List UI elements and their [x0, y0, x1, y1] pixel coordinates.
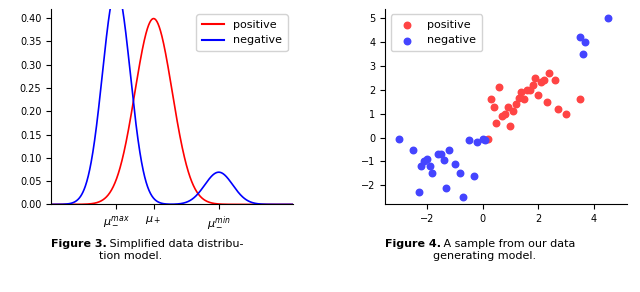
Legend: positive, negative: positive, negative — [196, 14, 287, 51]
negative — [480, 138, 490, 142]
negative — [413, 190, 424, 195]
positive — [539, 78, 549, 83]
negative — [603, 16, 613, 21]
positive — [494, 85, 504, 90]
positive — [513, 96, 524, 100]
negative — [469, 173, 479, 178]
positive — [536, 79, 546, 84]
positive — [497, 114, 507, 119]
positive — [508, 109, 518, 114]
negative — [458, 195, 468, 199]
Legend: positive, negative: positive, negative — [391, 14, 482, 51]
negative — [424, 164, 435, 168]
positive — [544, 71, 554, 76]
negative — [416, 164, 426, 168]
negative — [394, 136, 404, 141]
negative — [436, 152, 446, 157]
positive — [522, 88, 532, 92]
negative — [463, 138, 474, 142]
Text: A sample from our data
generating model.: A sample from our data generating model. — [433, 239, 575, 261]
negative — [577, 52, 588, 56]
negative — [422, 157, 432, 161]
negative — [444, 147, 454, 152]
negative — [580, 40, 591, 44]
positive — [531, 76, 541, 80]
positive — [500, 112, 510, 116]
negative — [408, 147, 418, 152]
negative — [477, 136, 488, 141]
Text: Figure 4.: Figure 4. — [385, 239, 441, 249]
positive — [541, 100, 552, 104]
positive — [483, 136, 493, 141]
positive — [575, 97, 585, 102]
negative — [419, 159, 429, 164]
positive — [525, 88, 535, 92]
positive — [552, 107, 563, 111]
positive — [486, 97, 496, 102]
positive — [533, 92, 543, 97]
positive — [561, 112, 571, 116]
negative — [438, 158, 449, 163]
positive — [516, 90, 527, 95]
positive — [488, 104, 499, 109]
Text: Simplified data distribu-
tion model.: Simplified data distribu- tion model. — [99, 239, 244, 261]
positive — [492, 121, 502, 126]
negative — [455, 171, 465, 176]
positive — [505, 123, 515, 128]
positive — [519, 97, 529, 102]
negative — [433, 152, 443, 157]
negative — [441, 185, 451, 190]
positive — [527, 83, 538, 87]
negative — [428, 171, 438, 176]
negative — [575, 35, 585, 40]
negative — [472, 140, 482, 145]
negative — [450, 161, 460, 166]
positive — [502, 104, 513, 109]
positive — [511, 102, 521, 107]
positive — [550, 78, 560, 83]
Text: Figure 3.: Figure 3. — [51, 239, 107, 249]
